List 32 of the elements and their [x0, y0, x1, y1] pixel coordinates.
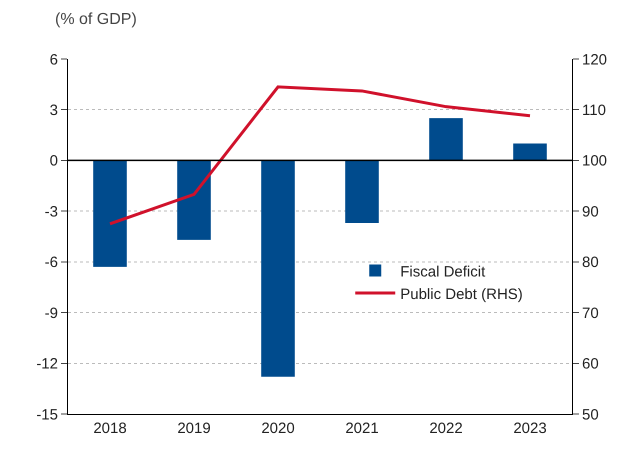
y2-tick-label: 110: [582, 102, 606, 119]
bar: [177, 160, 211, 240]
x-tick-label: 2022: [429, 420, 463, 437]
y-tick-label: -12: [36, 356, 58, 373]
y-tick-label: -6: [44, 254, 58, 272]
bar: [261, 160, 295, 377]
y-tick-label: 0: [50, 152, 58, 170]
y2-tick-label: 70: [582, 304, 599, 322]
y2-tick-label: 100: [582, 152, 608, 170]
bar: [93, 160, 127, 267]
x-tick-label: 2021: [345, 420, 379, 437]
x-tick-label: 2020: [261, 420, 295, 437]
y-tick-label: -3: [44, 203, 58, 220]
x-tick-label: 2018: [93, 420, 127, 437]
bar: [513, 144, 547, 160]
chart-subtitle: (% of GDP): [55, 11, 137, 28]
y2-tick-label: 120: [582, 51, 608, 68]
y-tick-label: 6: [50, 51, 58, 68]
y2-tick-label: 60: [582, 356, 599, 373]
legend-label: Public Debt (RHS): [400, 286, 523, 303]
line-series: [108, 85, 532, 226]
y2-tick-label: 50: [582, 406, 599, 424]
y-tick-label: -9: [44, 304, 58, 322]
y-tick-label: 3: [50, 102, 58, 119]
y2-tick-label: 90: [582, 203, 599, 220]
x-tick-label: 2023: [513, 420, 547, 437]
y2-tick-label: 80: [582, 254, 599, 272]
y-tick-label: -15: [36, 406, 58, 424]
bar: [429, 118, 463, 160]
bar: [345, 160, 379, 223]
legend-label: Fiscal Deficit: [400, 263, 486, 280]
x-tick-label: 2019: [177, 420, 211, 437]
